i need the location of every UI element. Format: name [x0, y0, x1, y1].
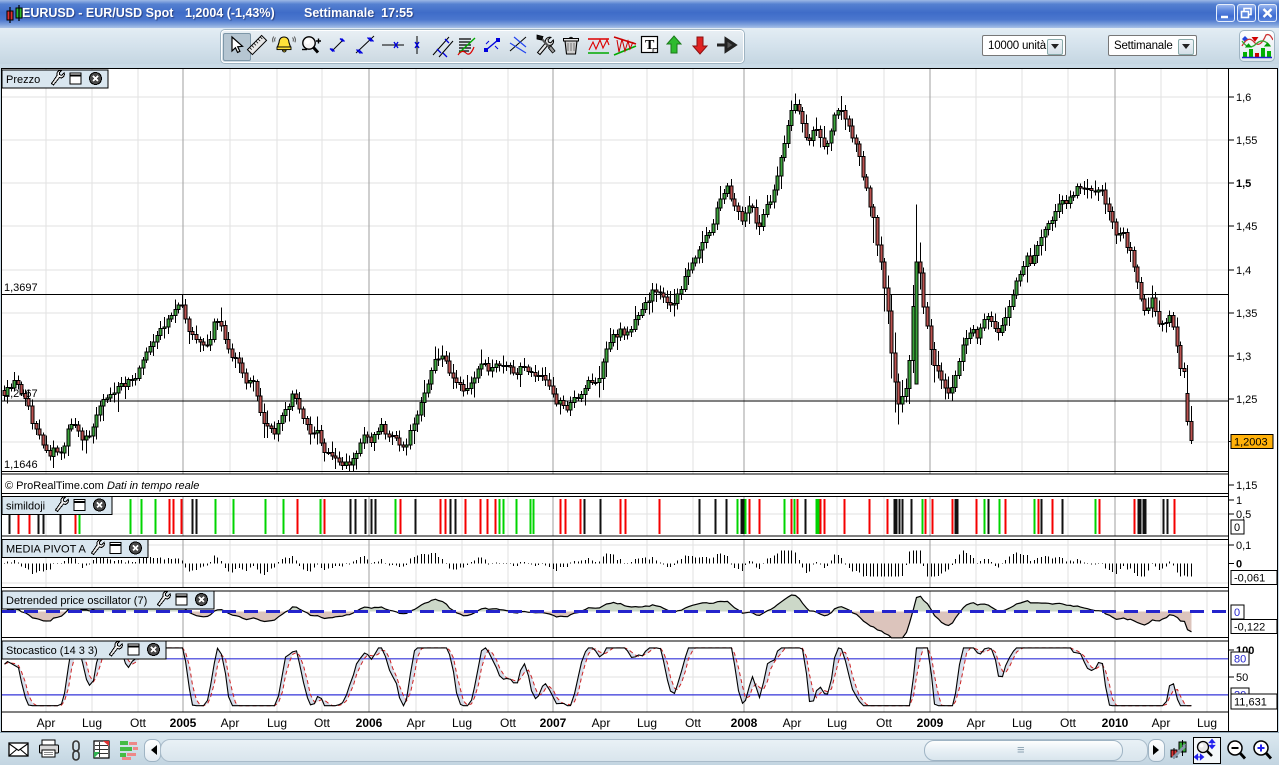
svg-text:Apr: Apr	[1152, 716, 1171, 730]
svg-text:1: 1	[1236, 495, 1242, 507]
svg-text:Apr: Apr	[592, 716, 611, 730]
svg-text:1,2003: 1,2003	[1234, 437, 1268, 449]
svg-text:Ott: Ott	[130, 716, 147, 730]
svg-text:1,55: 1,55	[1236, 135, 1257, 147]
svg-text:Lug: Lug	[827, 716, 847, 730]
svg-text:© ProRealTime.com: © ProRealTime.com	[5, 480, 104, 492]
svg-text:50: 50	[1236, 672, 1248, 684]
svg-text:simildoji: simildoji	[6, 501, 45, 513]
svg-text:2007: 2007	[540, 716, 567, 730]
svg-text:Lug: Lug	[1197, 716, 1217, 730]
svg-text:1,3: 1,3	[1236, 351, 1251, 363]
svg-text:-0,122: -0,122	[1234, 622, 1265, 634]
svg-text:1,3697: 1,3697	[4, 282, 38, 294]
svg-text:Ott: Ott	[876, 716, 893, 730]
svg-text:Lug: Lug	[82, 716, 102, 730]
svg-text:0,1: 0,1	[1236, 540, 1251, 552]
svg-text:1,35: 1,35	[1236, 308, 1257, 320]
svg-text:Ott: Ott	[685, 716, 702, 730]
svg-text:Detrended price oscillator (7): Detrended price oscillator (7)	[6, 595, 147, 607]
svg-text:1,25: 1,25	[1236, 394, 1257, 406]
svg-text:0,5: 0,5	[1236, 509, 1251, 521]
svg-text:MEDIA PIVOT A: MEDIA PIVOT A	[6, 544, 87, 556]
svg-text:Apr: Apr	[783, 716, 802, 730]
svg-text:Lug: Lug	[1012, 716, 1032, 730]
svg-text:2009: 2009	[917, 716, 944, 730]
svg-text:Ott: Ott	[500, 716, 517, 730]
svg-text:Apr: Apr	[407, 716, 426, 730]
svg-text:0: 0	[1234, 607, 1240, 619]
svg-text:Dati in tempo reale: Dati in tempo reale	[107, 480, 199, 492]
svg-text:-0,061: -0,061	[1234, 573, 1265, 585]
svg-text:T: T	[645, 38, 655, 53]
svg-text:80: 80	[1234, 654, 1246, 666]
svg-text:2008: 2008	[731, 716, 758, 730]
svg-text:Apr: Apr	[37, 716, 56, 730]
svg-text:1,6: 1,6	[1236, 92, 1251, 104]
svg-text:Apr: Apr	[967, 716, 986, 730]
svg-text:Stocastico (14 3 3): Stocastico (14 3 3)	[6, 645, 98, 657]
svg-text:0: 0	[1234, 522, 1240, 534]
svg-text:2006: 2006	[356, 716, 383, 730]
svg-text:1,15: 1,15	[1236, 480, 1257, 492]
svg-text:Lug: Lug	[452, 716, 472, 730]
svg-text:Ott: Ott	[314, 716, 331, 730]
svg-text:2005: 2005	[170, 716, 197, 730]
svg-text:Apr: Apr	[221, 716, 240, 730]
svg-text:1,1646: 1,1646	[4, 459, 38, 471]
svg-text:1,5: 1,5	[1236, 178, 1251, 190]
svg-text:2010: 2010	[1102, 716, 1129, 730]
svg-text:Prezzo: Prezzo	[6, 74, 40, 86]
svg-text:1,2467: 1,2467	[4, 388, 38, 400]
svg-text:11,631: 11,631	[1234, 697, 1267, 709]
svg-text:Lug: Lug	[267, 716, 287, 730]
svg-text:0: 0	[1236, 559, 1242, 571]
svg-text:1,45: 1,45	[1236, 221, 1257, 233]
svg-text:Ott: Ott	[1060, 716, 1077, 730]
svg-text:Lug: Lug	[637, 716, 657, 730]
svg-text:1,4: 1,4	[1236, 265, 1251, 277]
